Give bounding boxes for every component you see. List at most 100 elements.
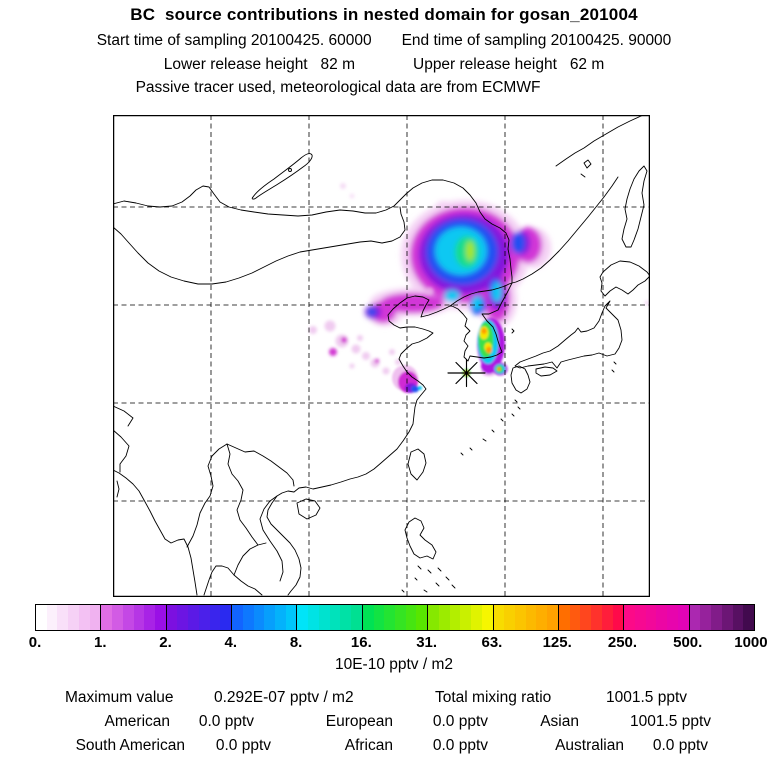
coast-korea bbox=[449, 282, 513, 362]
colorbar-cell bbox=[591, 605, 602, 630]
colorbar-cell bbox=[405, 605, 417, 630]
colorbar-cell bbox=[101, 605, 113, 630]
colorbar-cell bbox=[493, 605, 505, 630]
colorbar-cell bbox=[78, 605, 90, 630]
colorbar-tick-label: 8. bbox=[289, 634, 303, 651]
colorbar-tick-label: 4. bbox=[224, 634, 238, 651]
border-mongolia-south bbox=[113, 206, 406, 285]
island-shikoku bbox=[535, 366, 558, 377]
colorbar-tick-label: 1. bbox=[94, 634, 107, 651]
colorbar-cell bbox=[177, 605, 189, 630]
colorbar-cell bbox=[677, 605, 689, 630]
border-china-south bbox=[226, 443, 295, 487]
colorbar-cell bbox=[700, 605, 712, 630]
colorbar-segment-4 bbox=[296, 605, 362, 630]
coastlines bbox=[113, 115, 645, 596]
colorbar-cell bbox=[351, 605, 362, 630]
colorbar-cell bbox=[558, 605, 570, 630]
sampling-time-row: Start time of sampling 20100425. 60000 E… bbox=[0, 32, 768, 50]
islet-andaman bbox=[116, 480, 120, 498]
colorbar-segment-2 bbox=[165, 605, 232, 630]
region-label-african: African bbox=[344, 737, 393, 754]
colorbar-cell bbox=[285, 605, 297, 630]
islet-okhotsk bbox=[580, 159, 592, 178]
colorbar-cell bbox=[580, 605, 592, 630]
region-value-south-american: 0.0 pptv bbox=[215, 737, 271, 754]
maximum-value-label: Maximum value bbox=[65, 689, 174, 706]
colorbar-segment-5 bbox=[361, 605, 428, 630]
colorbar-cell bbox=[656, 605, 668, 630]
region-value-asian: 1001.5 pptv bbox=[629, 713, 711, 730]
colorbar-cell bbox=[711, 605, 722, 630]
islands bbox=[296, 165, 650, 593]
colorbar-cell bbox=[384, 605, 395, 630]
border-laos-vietnam bbox=[259, 495, 284, 582]
colorbar-cell bbox=[624, 605, 635, 630]
colorbar-tick-label: 125. bbox=[542, 634, 572, 651]
region-value-australian: 0.0 pptv bbox=[652, 737, 708, 754]
border-amur bbox=[405, 179, 513, 284]
lake-baikal bbox=[251, 153, 313, 200]
coast-china bbox=[266, 295, 451, 596]
colorbar-segment-9 bbox=[623, 605, 689, 630]
colorbar-cell bbox=[449, 605, 461, 630]
border-india-myanmar bbox=[113, 405, 134, 473]
island-sakhalin bbox=[621, 165, 648, 248]
colorbar-cell bbox=[689, 605, 701, 630]
colorbar-cell bbox=[504, 605, 515, 630]
map-canvas bbox=[113, 115, 650, 597]
colorbar-cell bbox=[721, 605, 733, 630]
plume-scattered-specks bbox=[309, 183, 650, 375]
plume-korea-hotspot bbox=[392, 318, 508, 393]
colorbar-cell bbox=[340, 605, 352, 630]
border-myanmar-thailand bbox=[186, 443, 228, 548]
island-hokkaido bbox=[599, 260, 650, 297]
colorbar-cell bbox=[471, 605, 482, 630]
colorbar-cell bbox=[601, 605, 613, 630]
colorbar-cell bbox=[438, 605, 450, 630]
colorbar-cell bbox=[220, 605, 232, 630]
colorbar-cell bbox=[514, 605, 526, 630]
colorbar-cell bbox=[112, 605, 123, 630]
colorbar-cell bbox=[395, 605, 406, 630]
colorbar-tick-label: 250. bbox=[607, 634, 638, 651]
colorbar bbox=[35, 604, 755, 631]
colorbar-cell bbox=[264, 605, 276, 630]
coast-primorye bbox=[511, 176, 619, 284]
total-mixing-ratio-label: Total mixing ratio bbox=[435, 689, 552, 706]
colorbar-segment-1 bbox=[100, 605, 166, 630]
colorbar-cell bbox=[155, 605, 166, 630]
colorbar-cell bbox=[732, 605, 744, 630]
colorbar-cell bbox=[253, 605, 265, 630]
colorbar-tick-label: 500. bbox=[673, 634, 703, 651]
maximum-value: 0.292E-07 pptv / m2 bbox=[214, 689, 354, 706]
receptor-star-marker bbox=[447, 358, 486, 388]
colorbar-cell bbox=[144, 605, 156, 630]
colorbar-cell bbox=[275, 605, 286, 630]
colorbar-tick-label: 0. bbox=[28, 634, 42, 651]
colorbar-cell bbox=[68, 605, 79, 630]
colorbar-ticks: 0. 1. 2. 4. 8. 16. 31. 63. 125. 250. 500. 1000. bbox=[29, 634, 768, 652]
tracer-note: Passive tracer used, meteorological data… bbox=[135, 79, 541, 96]
colorbar-cell bbox=[536, 605, 548, 630]
shandong-coast-patch bbox=[392, 365, 422, 393]
region-value-american: 0.0 pptv bbox=[198, 713, 254, 730]
colorbar-segment-6 bbox=[427, 605, 493, 630]
total-mixing-ratio-value: 1001.5 pptv bbox=[606, 689, 688, 706]
colorbar-segment-10 bbox=[688, 605, 754, 630]
colorbar-cell bbox=[133, 605, 145, 630]
colorbar-cell bbox=[612, 605, 624, 630]
colorbar-cell bbox=[525, 605, 537, 630]
colorbar-cell bbox=[416, 605, 428, 630]
release-height-row: Lower release height 82 m Upper release … bbox=[0, 56, 768, 74]
end-time-label: End time of sampling 20100425. 90000 bbox=[401, 32, 672, 49]
island-kyushu bbox=[510, 365, 531, 394]
region-label-south-american: South American bbox=[75, 737, 185, 754]
tracer-note-row: Passive tracer used, meteorological data… bbox=[0, 79, 768, 97]
colorbar-cell bbox=[667, 605, 678, 630]
border-mongolia-north bbox=[113, 185, 407, 217]
lower-release-label: Lower release height 82 m bbox=[163, 56, 355, 73]
colorbar-cell bbox=[308, 605, 319, 630]
colorbar-cell bbox=[569, 605, 581, 630]
